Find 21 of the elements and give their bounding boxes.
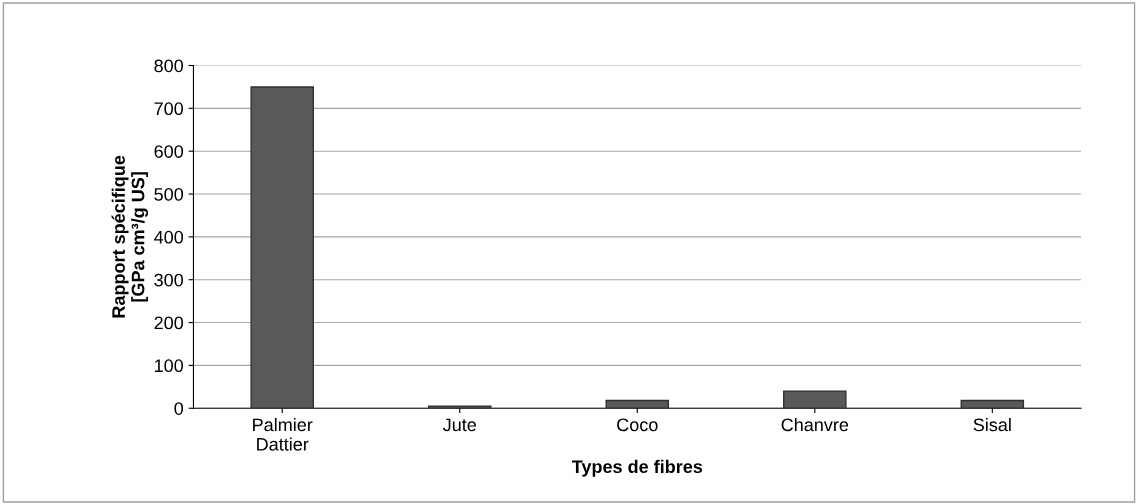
bar (783, 390, 847, 409)
x-tick-label: Sisal (973, 417, 1011, 432)
y-tick-label: 400 (154, 230, 184, 244)
y-tick-label: 800 (154, 59, 184, 73)
y-tick-label: 600 (154, 145, 184, 158)
x-axis-title: Types de fibres (571, 459, 703, 477)
bar (427, 405, 492, 409)
x-tick-label: Chanvre (781, 417, 849, 432)
bar (250, 86, 314, 409)
y-tick-label: 700 (154, 102, 184, 116)
x-tick-label: Jute (442, 418, 477, 432)
y-tick-label: 500 (154, 187, 184, 201)
x-tick-label: Palmier Dattier (253, 417, 313, 451)
y-tick-label: 200 (154, 316, 184, 330)
y-tick-label: 300 (154, 273, 184, 287)
y-axis-title: Rapport spécifique [GPa cm³/g US] (111, 155, 149, 318)
x-tick-label: Coco (617, 418, 658, 432)
bar (605, 399, 670, 409)
y-tick-label: 100 (154, 359, 184, 373)
bar (960, 399, 1025, 409)
y-tick-label: 0 (174, 402, 184, 415)
